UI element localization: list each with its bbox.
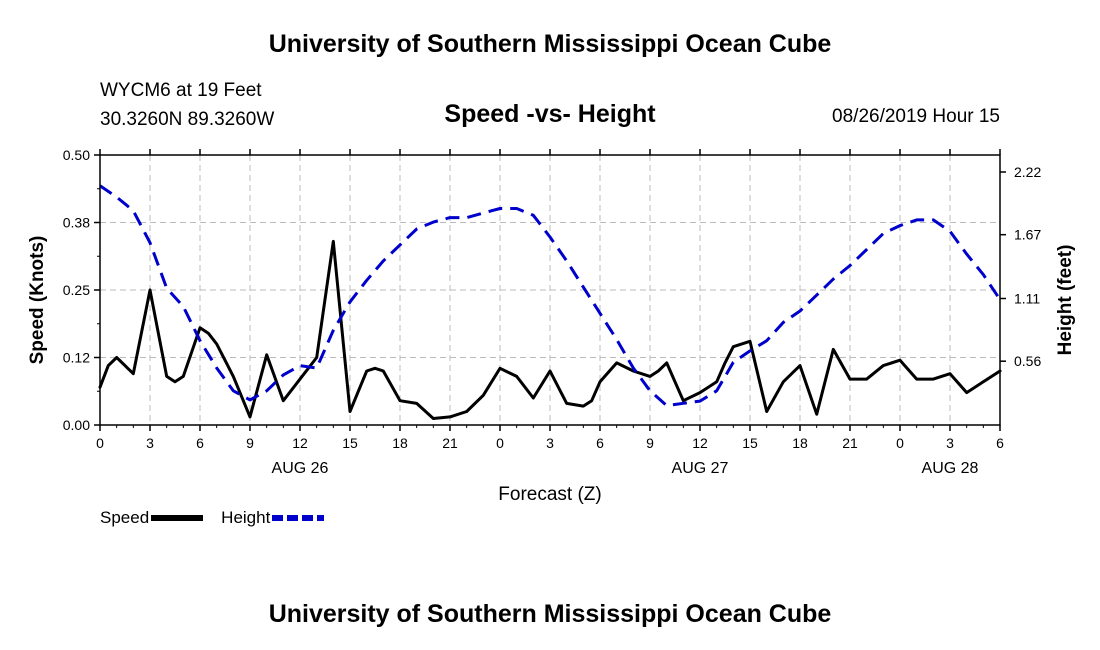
legend-height: Height (221, 508, 325, 528)
y2-tick-label: 0.56 (1014, 353, 1041, 369)
x-tick-label: 0 (896, 435, 904, 451)
ticks: 0 3 6 9 12 15 18 21 0 3 6 9 12 15 18 21 0 3 6 AUG 26 AUG 27 A… (63, 147, 1042, 477)
x-tick-label: 18 (792, 435, 808, 451)
x-tick-label: 6 (196, 435, 204, 451)
x-tick-label: 3 (146, 435, 154, 451)
grid (100, 155, 1000, 425)
y2-tick-label: 1.11 (1014, 291, 1040, 307)
x-tick-label: 12 (692, 435, 708, 451)
y-tick-label: 0.00 (63, 417, 90, 433)
y-axis-label: Speed (Knots) (27, 236, 48, 365)
date-label: AUG 26 (272, 460, 329, 477)
station-coordinates: 30.3260N 89.3260W (100, 109, 275, 130)
speed-series-line (98, 239, 1002, 420)
y2-tick-label: 1.67 (1014, 227, 1041, 243)
x-tick-label: 18 (392, 435, 408, 451)
x-tick-label: 15 (342, 435, 358, 451)
x-tick-label: 9 (646, 435, 654, 451)
x-tick-label: 21 (842, 435, 858, 451)
footer-title: University of Southern Mississippi Ocean… (268, 600, 832, 628)
x-tick-label: 3 (546, 435, 554, 451)
y2-tick-label: 2.22 (1014, 164, 1041, 180)
date-label: AUG 28 (922, 460, 979, 477)
x-tick-label: 9 (246, 435, 254, 451)
legend-speed-label: Speed (100, 508, 150, 527)
station-info: WYCM6 at 19 Feet 30.3260N 89.3260W (100, 76, 274, 134)
legend-speed-swatch (151, 515, 204, 521)
x-tick-label: 6 (996, 435, 1004, 451)
station-name: WYCM6 at 19 Feet (100, 80, 262, 101)
legend-height-label: Height (221, 508, 271, 527)
chart-subtitle: Speed -vs- Height (444, 100, 656, 128)
y-tick-label: 0.50 (63, 147, 90, 163)
legend: Speed Height (100, 508, 342, 528)
x-tick-label: 21 (442, 435, 458, 451)
legend-height-swatch (272, 515, 325, 521)
x-tick-label: 0 (96, 435, 104, 451)
x-tick-label: 6 (596, 435, 604, 451)
x-tick-label: 0 (496, 435, 504, 451)
series-layer (98, 184, 1002, 420)
y-tick-label: 0.38 (63, 215, 90, 231)
height-series-line (99, 184, 1002, 408)
forecast-datetime: 08/26/2019 Hour 15 (832, 106, 1000, 127)
date-label: AUG 27 (672, 460, 729, 477)
x-tick-label: 12 (292, 435, 308, 451)
legend-speed: Speed (100, 508, 204, 528)
y-tick-label: 0.12 (63, 350, 90, 366)
x-tick-label: 15 (742, 435, 758, 451)
x-axis-label: Forecast (Z) (498, 484, 601, 505)
chart-title: University of Southern Mississippi Ocean… (268, 30, 832, 58)
y-tick-label: 0.25 (63, 282, 90, 298)
y2-axis-label: Height (feet) (1055, 245, 1076, 356)
x-tick-label: 3 (946, 435, 954, 451)
